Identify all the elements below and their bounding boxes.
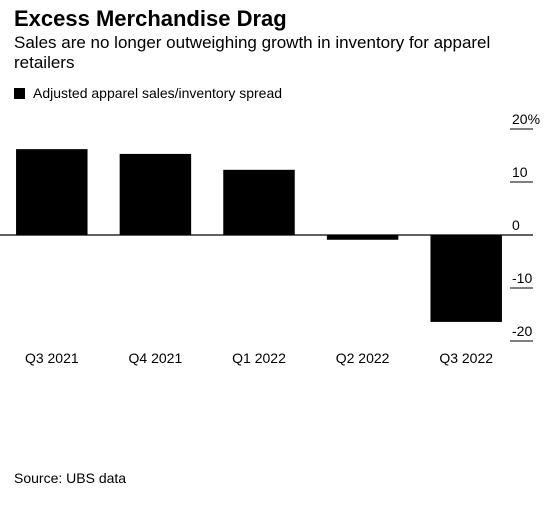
bar (326, 235, 399, 240)
subtitle-box: Sales are no longer outweighing growth i… (14, 33, 491, 72)
y-tick-label: 20% (512, 111, 540, 127)
x-tick-label: Q2 2022 (336, 350, 390, 366)
y-tick-label: -10 (512, 270, 532, 286)
y-tick-label: 0 (512, 217, 520, 233)
x-tick-label: Q4 2021 (129, 350, 183, 366)
y-tick-label: 10 (512, 164, 528, 180)
chart-title: Excess Merchandise Drag (14, 6, 287, 31)
bar (223, 169, 295, 235)
x-tick-label: Q3 2022 (439, 350, 493, 366)
legend-swatch (14, 88, 25, 99)
x-tick-label: Q3 2021 (25, 350, 79, 366)
chart-subtitle: Sales are no longer outweighing growth i… (14, 33, 491, 72)
bar (430, 235, 502, 322)
bar (16, 149, 88, 235)
source: Source: UBS data (14, 470, 126, 486)
legend-label: Adjusted apparel sales/inventory spread (33, 85, 282, 101)
bar (119, 153, 192, 235)
x-tick-label: Q1 2022 (232, 350, 286, 366)
y-tick-label: -20 (512, 323, 532, 339)
